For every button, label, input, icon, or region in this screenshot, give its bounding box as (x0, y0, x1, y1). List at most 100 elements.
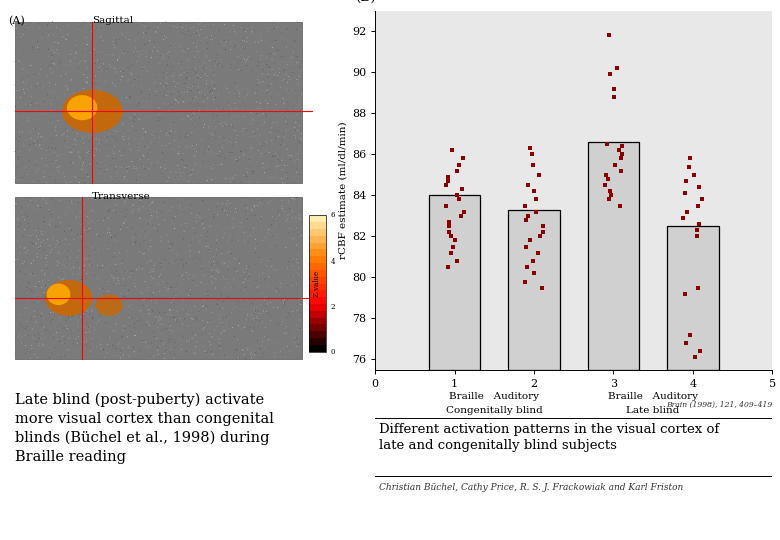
Point (113, 146, 126, 154)
Point (95, 344, 108, 353)
Point (23, 91, 36, 99)
Point (296, 57, 308, 65)
Point (160, 129, 172, 138)
Point (154, 336, 167, 345)
Point (294, 66, 307, 75)
Point (239, 113, 252, 122)
Point (151, 214, 163, 222)
Point (132, 141, 144, 150)
Point (108, 274, 121, 283)
Point (219, 275, 232, 284)
Point (280, 328, 292, 337)
Point (165, 258, 178, 267)
Point (182, 44, 194, 53)
Point (140, 52, 152, 61)
Point (292, 139, 305, 147)
Point (147, 328, 160, 336)
Point (186, 65, 198, 74)
Point (17, 112, 30, 120)
Point (271, 253, 284, 262)
Point (79, 304, 91, 313)
Point (202, 246, 215, 254)
Point (218, 80, 231, 89)
Point (55, 208, 68, 217)
Point (272, 37, 285, 45)
Point (150, 73, 162, 82)
Point (76, 202, 88, 211)
Point (9, 177, 21, 186)
Bar (15, 22, 302, 183)
Point (193, 19, 206, 28)
Point (10, 271, 23, 280)
Point (292, 259, 304, 267)
Point (119, 199, 131, 207)
Point (59, 125, 72, 134)
Point (154, 261, 166, 270)
Point (34, 322, 46, 330)
Point (32, 353, 44, 362)
Point (242, 74, 254, 83)
Point (105, 231, 117, 239)
Point (16, 64, 28, 73)
Point (198, 250, 211, 259)
Point (105, 113, 117, 122)
Point (248, 253, 261, 262)
Point (38, 271, 51, 280)
Point (34, 24, 46, 32)
Point (192, 220, 204, 228)
Point (64, 253, 76, 262)
Point (80, 283, 93, 292)
Point (223, 258, 236, 266)
Point (266, 55, 278, 63)
Point (115, 68, 127, 76)
Point (94, 310, 106, 319)
Point (261, 51, 274, 59)
Point (21, 113, 34, 122)
Point (94, 169, 106, 178)
Point (226, 214, 239, 223)
Point (270, 282, 282, 291)
Point (133, 247, 146, 256)
Point (151, 237, 163, 246)
Point (9, 245, 22, 254)
Point (55, 57, 67, 65)
Point (75, 58, 87, 67)
Bar (309, 215, 325, 352)
Point (35, 267, 48, 276)
Point (268, 348, 281, 357)
Point (183, 75, 195, 83)
Point (285, 315, 297, 324)
Point (80, 276, 92, 285)
Point (10, 198, 23, 206)
Point (172, 149, 184, 158)
Point (173, 202, 186, 211)
Point (36, 325, 48, 334)
Point (215, 47, 227, 56)
Point (178, 348, 190, 357)
Point (264, 116, 277, 124)
Point (52, 248, 65, 256)
Point (58, 339, 71, 348)
Point (96, 282, 108, 291)
Point (164, 168, 176, 177)
Point (158, 158, 170, 166)
Point (280, 172, 292, 180)
Point (146, 46, 158, 55)
Point (179, 122, 191, 130)
Point (204, 327, 217, 336)
Point (121, 164, 133, 173)
Point (230, 172, 243, 180)
Point (158, 349, 171, 358)
Point (49, 222, 62, 231)
Point (234, 286, 246, 294)
Point (279, 70, 292, 79)
Point (133, 143, 145, 152)
Point (144, 145, 157, 154)
Point (11, 46, 23, 55)
Point (16, 173, 29, 181)
Point (63, 260, 76, 268)
Point (93, 146, 105, 155)
Point (249, 38, 261, 46)
Point (262, 238, 275, 247)
Point (114, 163, 126, 172)
